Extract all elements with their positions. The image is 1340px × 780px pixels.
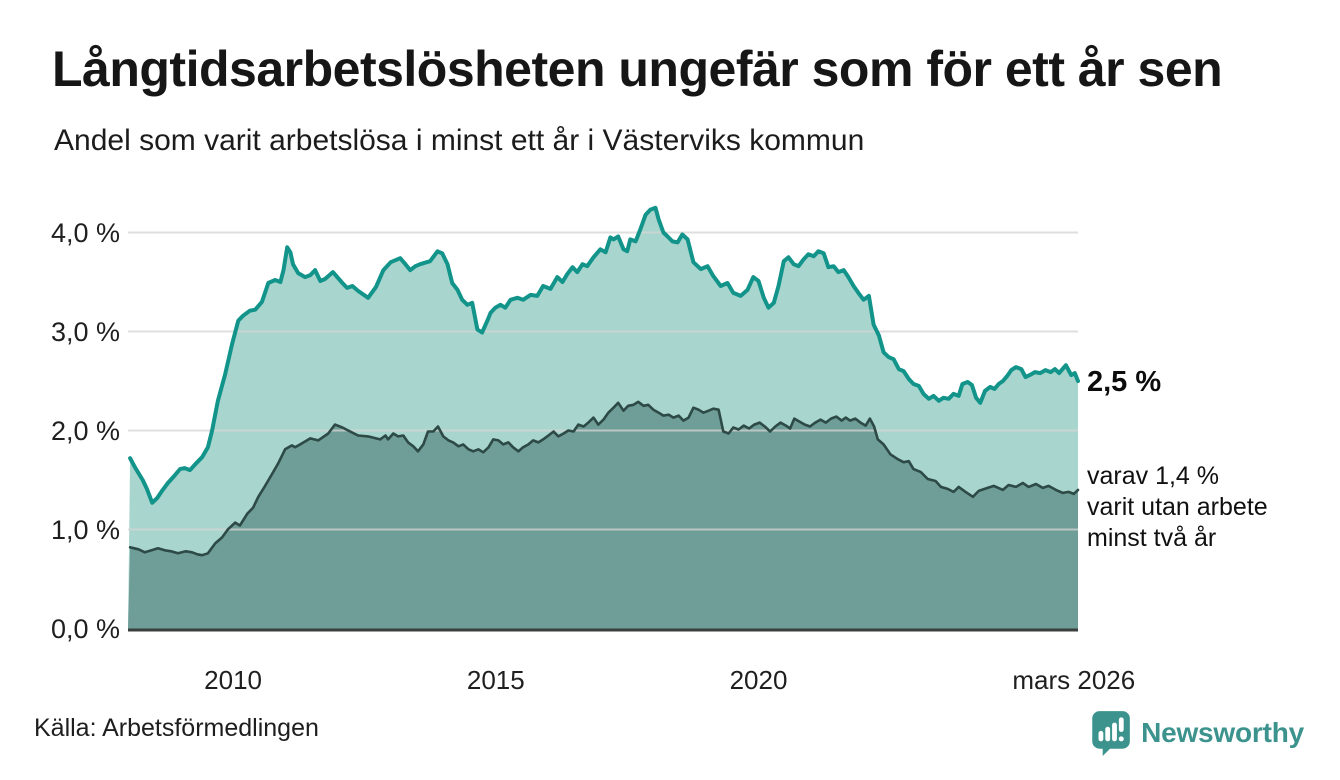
exclamation-dot — [1118, 736, 1124, 742]
y-tick-label-4: 0,0 % — [50, 613, 120, 644]
y-tick-label-2: 2,0 % — [50, 415, 120, 446]
secondary-series-note-line3: minst två år — [1087, 524, 1217, 552]
y-tick-label-0: 4,0 % — [50, 217, 120, 248]
minst-ett-ar-line — [128, 205, 1080, 505]
bar-3 — [1112, 722, 1117, 742]
page-title: Långtidsarbetslösheten ungefär som för e… — [52, 41, 1223, 97]
latest-value-label: 2,5 % — [1087, 366, 1162, 398]
bar-2 — [1105, 726, 1111, 742]
newsworthy-brand: Newsworthy — [1089, 709, 1304, 756]
secondary-series-note-line2: varit utan arbete — [1087, 493, 1268, 521]
y-tick-label-3: 1,0 % — [50, 514, 120, 545]
chart-lines — [128, 205, 1080, 557]
speech-bubble-shape — [1092, 711, 1130, 756]
x-tick-label-1: 2015 — [466, 665, 525, 695]
bar-1 — [1098, 730, 1104, 742]
newsworthy-logo-icon — [1092, 711, 1130, 756]
x-tick-label-0: 2010 — [204, 665, 262, 695]
y-tick-label-1: 3,0 % — [50, 316, 120, 347]
minst-tva-ar-line — [128, 400, 1080, 557]
brand-name: Newsworthy — [1141, 716, 1304, 748]
page-subtitle: Andel som varit arbetslösa i minst ett å… — [54, 124, 865, 157]
secondary-series-note-line1: varav 1,4 % — [1087, 462, 1220, 490]
exclamation-bar — [1118, 717, 1124, 732]
x-tick-label-2: 2020 — [729, 665, 788, 695]
secondary-series-note: varav 1,4 % varit utan arbete minst två … — [1087, 461, 1268, 554]
source-credit: Källa: Arbetsförmedlingen — [34, 714, 319, 742]
minst-tva-ar-area — [128, 401, 1078, 629]
x-tick-label-3: mars 2026 — [1012, 665, 1136, 695]
chart-gridlines — [128, 231, 1078, 531]
